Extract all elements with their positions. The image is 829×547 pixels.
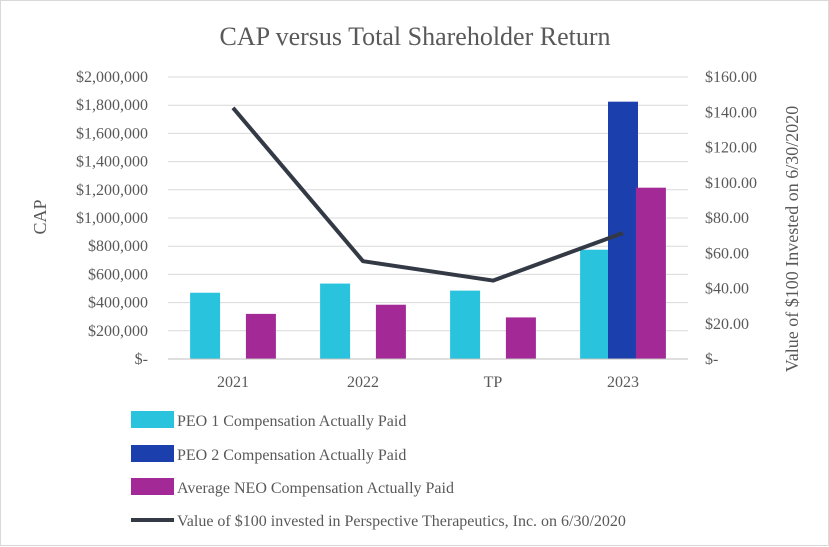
y-tick-label: $800,000 xyxy=(88,238,148,255)
y-tick-label: $1,000,000 xyxy=(76,210,148,227)
y2-tick-label: $40.00 xyxy=(705,281,749,298)
x-tick-label: 2022 xyxy=(347,374,379,391)
legend-swatch xyxy=(131,445,174,462)
legend-label: PEO 2 Compensation Actually Paid xyxy=(177,447,406,464)
bar xyxy=(608,101,638,360)
y-tick-label: $1,400,000 xyxy=(76,154,148,171)
bar xyxy=(245,313,276,359)
y2-axis-title: Value of $100 Invested on 6/30/2020 xyxy=(782,106,802,372)
y2-tick-label: $140.00 xyxy=(705,104,757,121)
y-axis-title: CAP xyxy=(30,199,50,234)
gridlines xyxy=(168,76,688,332)
bar xyxy=(375,304,406,359)
y2-tick-label: $20.00 xyxy=(705,316,749,333)
x-tick-label: TP xyxy=(484,374,503,391)
y-tick-label: $1,600,000 xyxy=(76,125,148,142)
bar xyxy=(635,187,666,359)
y2-tick-label: $120.00 xyxy=(705,140,757,157)
y-tick-label: $200,000 xyxy=(88,323,148,340)
legend: PEO 1 Compensation Actually Paid PEO 2 Co… xyxy=(131,411,626,530)
y2-tick-label: $- xyxy=(705,351,718,368)
tsr-line-layer xyxy=(231,106,624,283)
bar xyxy=(190,292,221,359)
y-tick-label: $1,200,000 xyxy=(76,182,148,199)
bar xyxy=(320,283,351,359)
y-tick-label: $1,800,000 xyxy=(76,97,148,114)
y-tick-label: $400,000 xyxy=(88,295,148,312)
y-tick-label: $2,000,000 xyxy=(76,69,148,86)
bar xyxy=(450,290,481,359)
chart-title: CAP versus Total Shareholder Return xyxy=(219,22,610,51)
legend-label: PEO 1 Compensation Actually Paid xyxy=(177,413,406,430)
x-tick-label: 2021 xyxy=(217,374,249,391)
bar xyxy=(580,249,611,359)
tsr-line xyxy=(231,106,624,283)
bar xyxy=(505,317,536,359)
y2-tick-label: $100.00 xyxy=(705,175,757,192)
y2-tick-label: $60.00 xyxy=(705,245,749,262)
legend-label: Value of $100 invested in Perspective Th… xyxy=(177,513,626,530)
axes: $- $200,000 $400,000 $600,000 $800,000 $1,000… xyxy=(76,69,757,391)
legend-label: Average NEO Compensation Actually Paid xyxy=(177,480,454,497)
y2-tick-label: $80.00 xyxy=(705,210,749,227)
x-tick-label: 2023 xyxy=(607,374,639,391)
legend-swatch xyxy=(131,478,174,495)
y-tick-label: $- xyxy=(135,351,148,368)
y2-tick-label: $160.00 xyxy=(705,69,757,86)
bars xyxy=(190,101,666,360)
legend-swatch xyxy=(131,411,174,428)
y-tick-label: $600,000 xyxy=(88,266,148,283)
